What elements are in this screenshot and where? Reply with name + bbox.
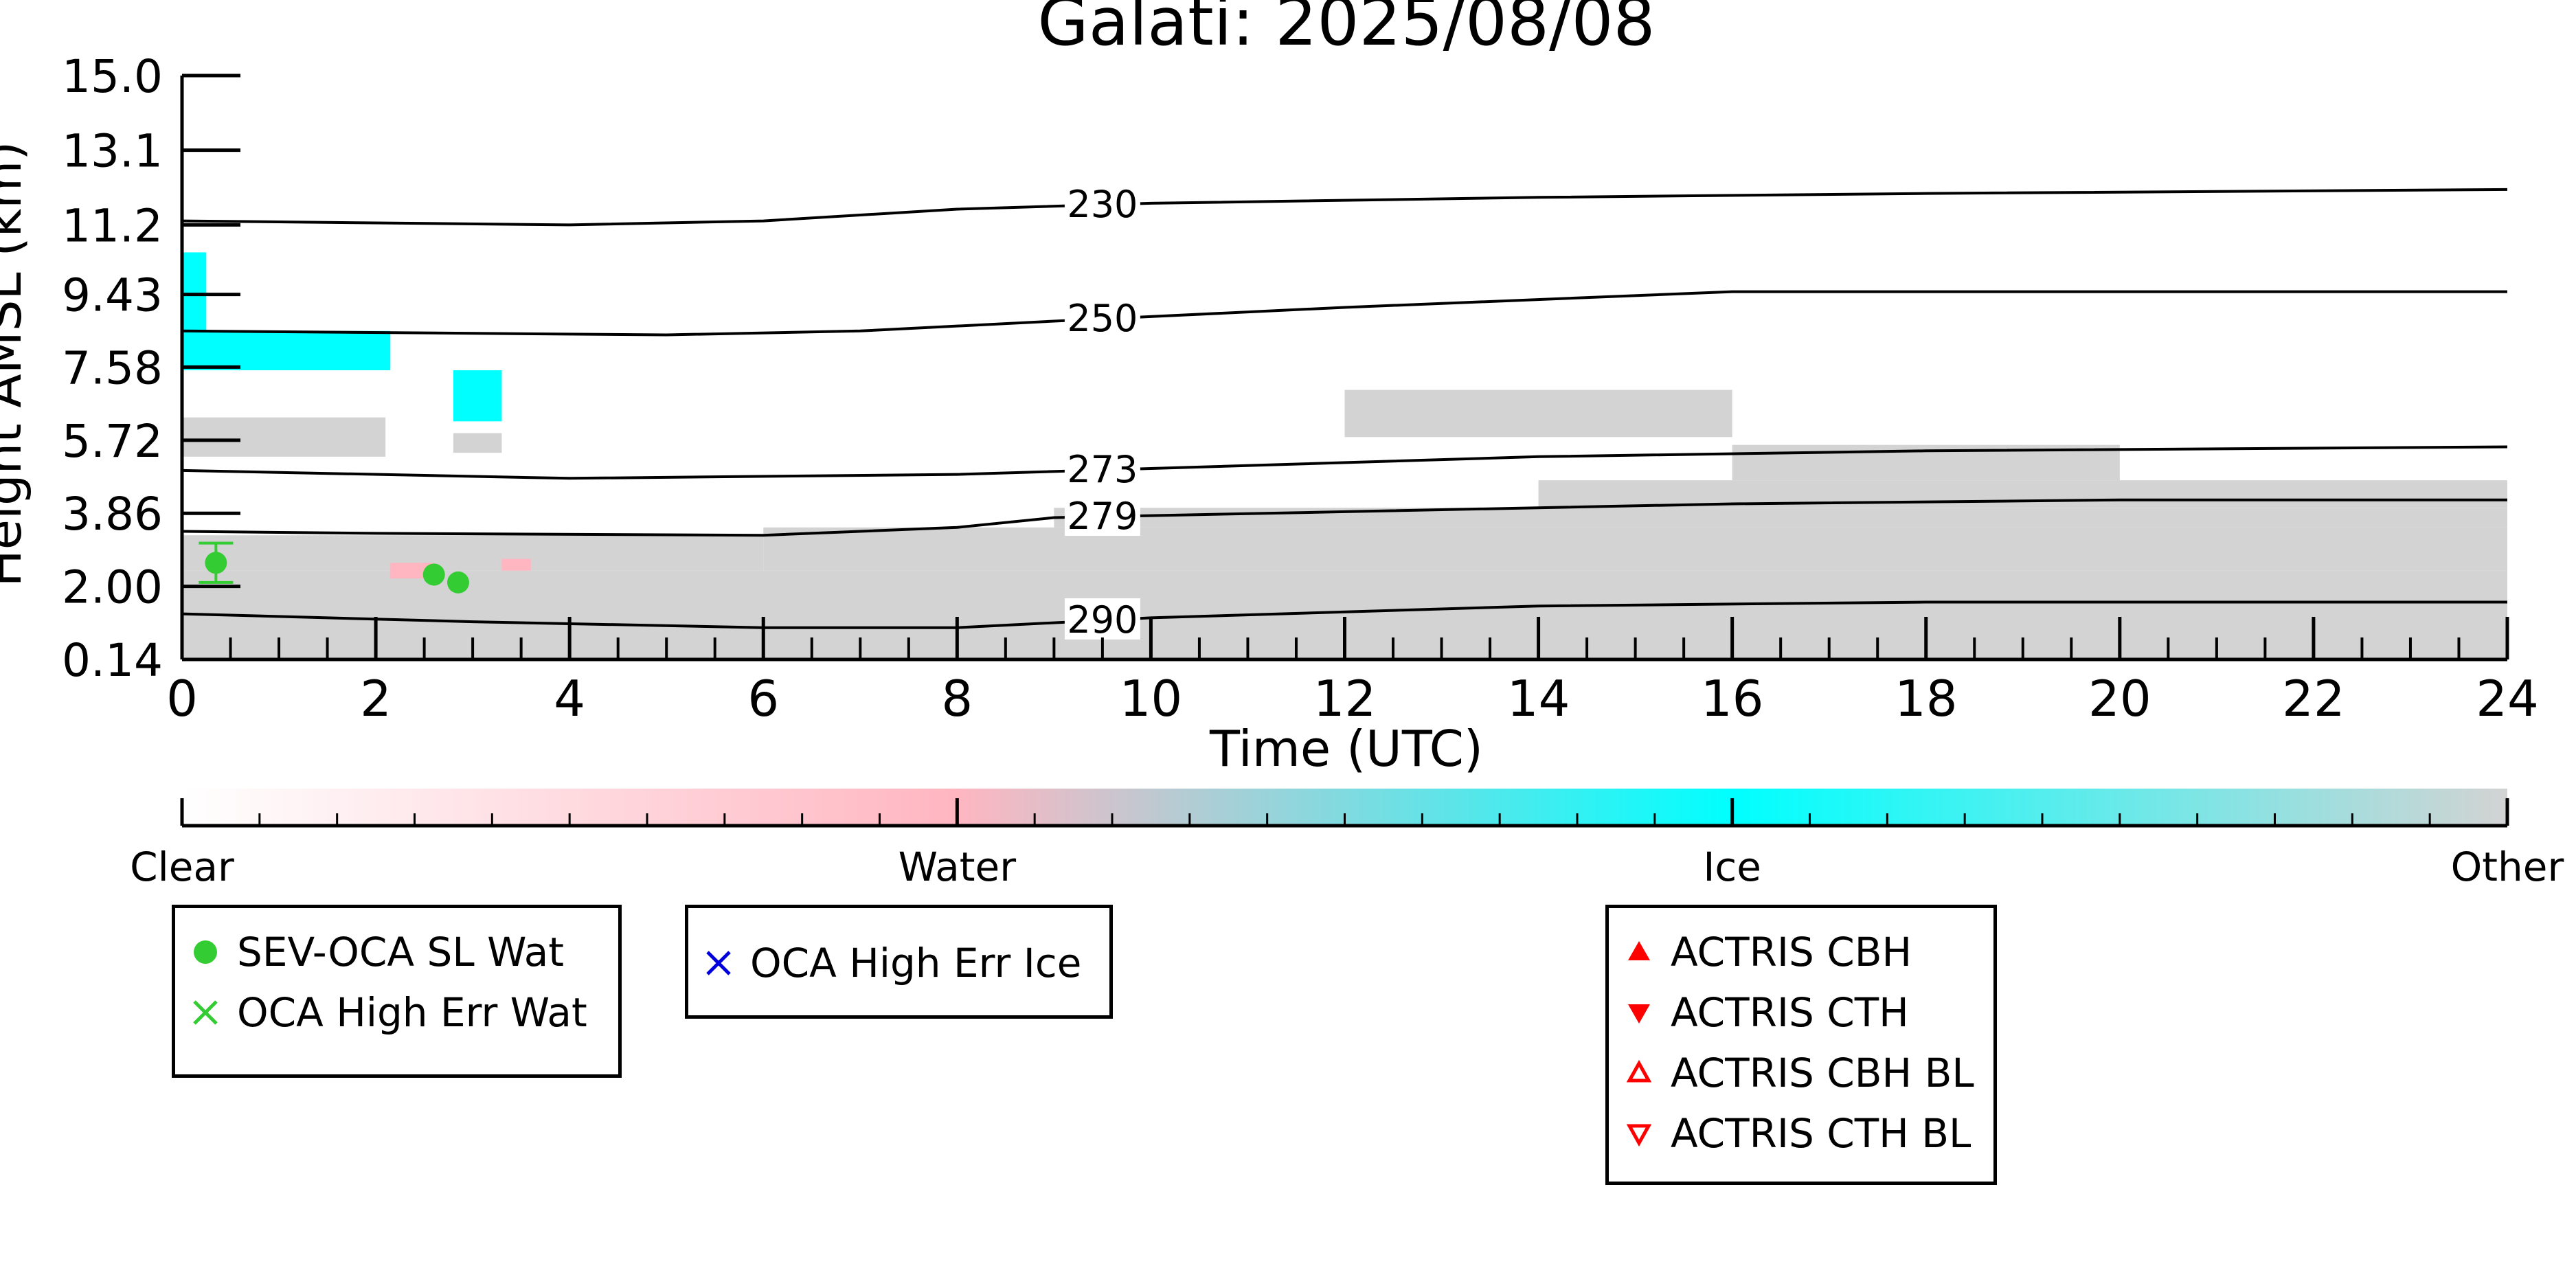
x-tick-label: 4 <box>554 670 585 727</box>
y-tick-label: 2.00 <box>62 561 163 614</box>
legend-marker-icon <box>1623 996 1656 1029</box>
colorbar-label: Ice <box>1703 844 1761 890</box>
data-point <box>205 552 227 574</box>
x-tick-label: 2 <box>360 670 392 727</box>
y-tick-label: 3.86 <box>62 488 163 541</box>
legend-entry: ACTRIS CBH BL <box>1623 1050 1974 1096</box>
legend-box: ACTRIS CBH ACTRIS CTH ACTRIS CBH BL ACTRIS … <box>1605 905 1997 1185</box>
region-other <box>182 535 764 571</box>
colorbar-label: Water <box>899 844 1017 890</box>
satellite-points <box>199 541 469 594</box>
isotherm-label-bg <box>1064 495 1140 536</box>
legend-marker-icon <box>702 947 735 980</box>
legend-entry: SEV-OCA SL Wat <box>189 929 564 975</box>
y-tick-label: 9.43 <box>62 269 163 322</box>
legend-marker-icon <box>1623 936 1656 969</box>
chart-title: Galati: 2025/08/08 <box>1037 0 1655 60</box>
y-tick-label: 11.2 <box>62 199 163 252</box>
isotherm-label: 273 <box>1067 448 1138 491</box>
isotherm-line <box>181 290 2507 337</box>
x-tick-label: 24 <box>2476 670 2539 727</box>
isotherm-line <box>181 445 2508 480</box>
legend-entry: ACTRIS CBH <box>1623 929 1912 975</box>
y-tick-label: 15.0 <box>62 50 163 103</box>
y-tick-label: 5.72 <box>62 415 163 468</box>
y-axis-label: Height AMSL (km) <box>0 142 32 587</box>
isotherm-line <box>181 188 2508 227</box>
y-tick-label: 7.58 <box>62 341 163 394</box>
legend-entry: ACTRIS CTH BL <box>1623 1110 1971 1157</box>
isotherm-label: 290 <box>1067 598 1138 642</box>
region-ice <box>453 370 502 422</box>
x-tick-label: 6 <box>747 670 779 727</box>
legend-label: OCA High Err Ice <box>750 940 1082 986</box>
x-axis-label: Time (UTC) <box>1209 720 1483 778</box>
isotherm-label: 250 <box>1067 297 1138 340</box>
isotherm-label-bg <box>1064 448 1140 490</box>
axes: 15.013.111.29.437.585.723.862.000.140 2 4 6… <box>62 50 2539 727</box>
isotherm-label-bg <box>1064 297 1140 339</box>
y-tick-label: 0.14 <box>62 634 163 687</box>
colorbar: Clear Water Ice Other <box>130 789 2564 890</box>
legend-marker-icon <box>189 996 222 1029</box>
legend-marker-icon <box>189 936 222 969</box>
data-point <box>447 571 469 594</box>
isotherm-label: 279 <box>1067 495 1138 538</box>
data-point <box>422 563 445 586</box>
legend-entry: OCA High Err Ice <box>702 940 1081 986</box>
x-tick-label: 0 <box>166 670 198 727</box>
legend-entry: ACTRIS CTH <box>1623 989 1909 1036</box>
y-tick-label: 13.1 <box>62 125 163 178</box>
legend-box: SEV-OCA SL Wat OCA High Err Wat <box>172 905 622 1078</box>
region-other <box>453 433 502 453</box>
x-tick-label: 22 <box>2282 670 2345 727</box>
isotherm-label-bg <box>1064 183 1140 225</box>
colorbar-label: Clear <box>130 844 234 890</box>
x-tick-label: 10 <box>1120 670 1183 727</box>
isotherm-label: 230 <box>1067 183 1138 226</box>
region-other <box>763 527 2507 571</box>
region-water <box>501 558 531 571</box>
legend-box: OCA High Err Ice <box>685 905 1113 1019</box>
isotherm-label-bg <box>1064 598 1140 640</box>
isotherm-line <box>181 498 2507 537</box>
legend-marker-icon <box>1623 1117 1656 1150</box>
legend-label: ACTRIS CBH BL <box>1671 1050 1974 1096</box>
x-tick-label: 16 <box>1701 670 1764 727</box>
region-other <box>182 417 386 457</box>
region-other <box>1344 389 1732 438</box>
x-tick-label: 18 <box>1895 670 1958 727</box>
legend-label: ACTRIS CBH <box>1671 929 1912 975</box>
legend-label: SEV-OCA SL Wat <box>237 929 565 975</box>
colorbar-label: Other <box>2451 844 2564 890</box>
legend-entry: OCA High Err Wat <box>189 989 587 1036</box>
x-tick-label: 20 <box>2088 670 2151 727</box>
x-tick-label: 8 <box>941 670 973 727</box>
x-tick-label: 12 <box>1313 670 1377 727</box>
region-other <box>1054 508 2507 528</box>
x-tick-label: 14 <box>1507 670 1570 727</box>
legend-label: OCA High Err Wat <box>237 989 587 1036</box>
legend-label: ACTRIS CTH BL <box>1671 1110 1971 1157</box>
legend-marker-icon <box>1623 1057 1656 1089</box>
classification-regions <box>182 252 2507 659</box>
legend-label: ACTRIS CTH <box>1671 989 1909 1036</box>
isotherm-line <box>181 600 2507 629</box>
region-ice <box>182 330 391 371</box>
